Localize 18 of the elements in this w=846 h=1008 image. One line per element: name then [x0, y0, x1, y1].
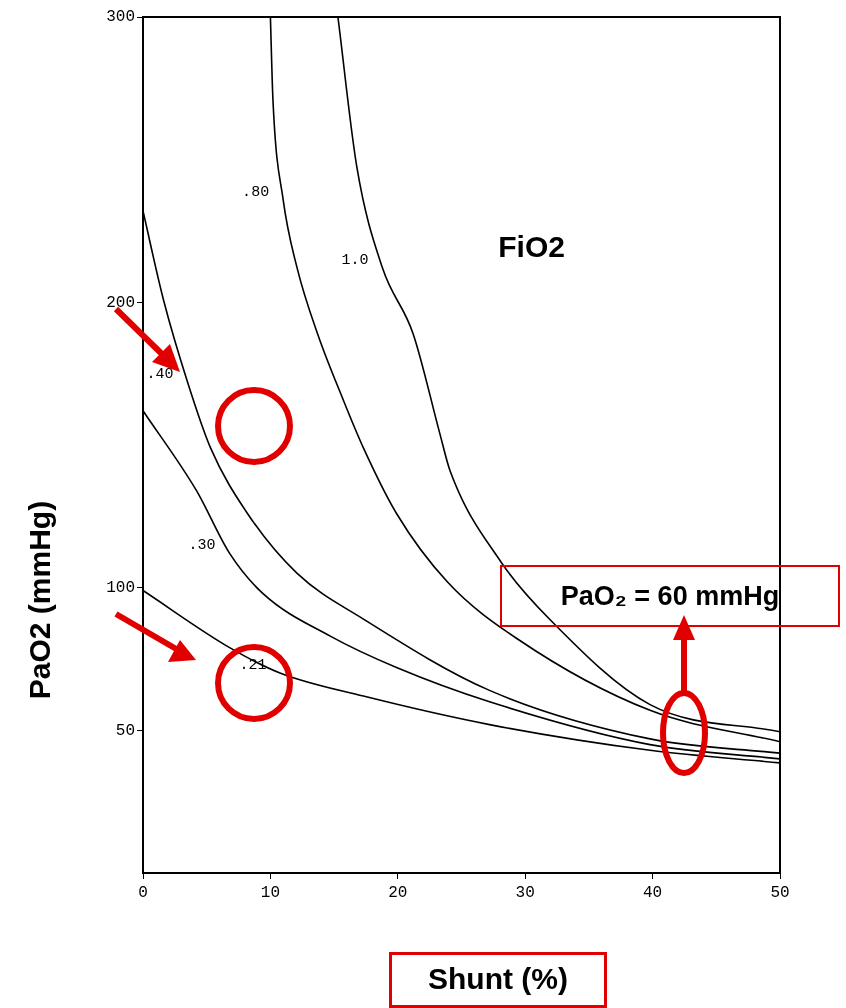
series-label: .80: [242, 183, 270, 201]
y-axis-title: PaO2 (mmHg): [23, 500, 57, 700]
y-tick-label: 300: [106, 8, 135, 27]
x-tick-label: 50: [770, 883, 790, 902]
series-label: 1.0: [341, 252, 369, 270]
x-axis-title: Shunt (%): [428, 962, 568, 996]
series-label: .30: [188, 537, 216, 555]
annotation: PaO₂ = 60 mmHg: [500, 565, 840, 627]
y-tick-label: 200: [106, 293, 135, 312]
x-tick-label: 20: [388, 883, 408, 902]
legend-title: FiO2: [498, 230, 565, 264]
y-tick-label: 100: [106, 578, 135, 597]
series-label: .40: [146, 366, 174, 384]
x-tick-label: 0: [138, 883, 148, 902]
x-tick-label: 30: [515, 883, 535, 902]
x-tick-label: 10: [260, 883, 280, 902]
x-tick-label: 40: [643, 883, 663, 902]
y-tick-label: 50: [115, 721, 135, 740]
